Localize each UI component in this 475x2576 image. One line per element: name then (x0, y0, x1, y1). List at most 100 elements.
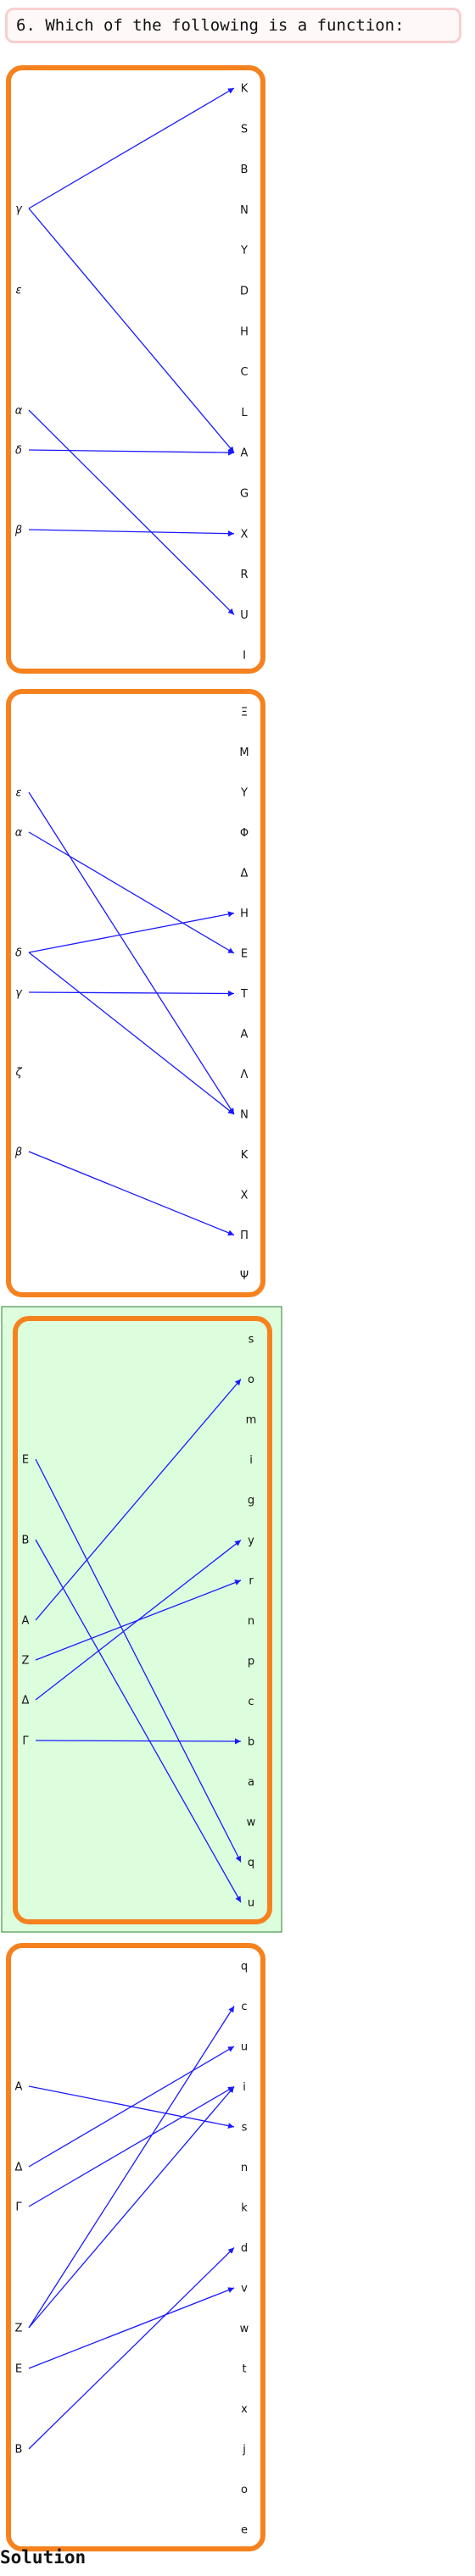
diagram-frame (13, 1316, 272, 1924)
mapping-arrow (28, 87, 235, 209)
mapping-arrow (35, 1539, 242, 1701)
codomain-label: Δ (241, 868, 249, 880)
codomain-label: E (241, 948, 248, 961)
mapping-arrow (28, 449, 235, 456)
codomain-label: d (241, 2242, 248, 2255)
codomain-label: T (240, 988, 248, 1001)
mapping-diagram-4: A Δ Γ Z E Bq c u i s n k d v w t x j o e (6, 1943, 265, 2551)
codomain-label: D (240, 286, 249, 298)
mapping-arrow (35, 1379, 242, 1621)
domain-label: A (15, 2081, 23, 2094)
codomain-label: o (248, 1374, 254, 1386)
codomain-label: B (241, 164, 249, 176)
mapping-arrow (28, 409, 235, 615)
domain-label: α (15, 827, 23, 840)
mapping-arrow (28, 2086, 235, 2329)
codomain-label: U (240, 609, 249, 622)
mapping-arrow (28, 2006, 235, 2329)
mapping-arrow (28, 2085, 235, 2207)
domain-label: γ (15, 987, 23, 1000)
question-prompt: 6. Which of the following is a function: (5, 8, 461, 43)
domain-label: γ (15, 203, 23, 216)
codomain-label: I (243, 650, 246, 663)
codomain-label: x (241, 2403, 248, 2416)
codomain-label: u (248, 1897, 254, 1910)
mapping-arrow (35, 1738, 242, 1745)
codomain-label: A (241, 447, 249, 460)
codomain-label: n (248, 1615, 254, 1628)
codomain-label: y (248, 1535, 254, 1547)
mapping-arrow (28, 911, 235, 953)
question-text: 6. Which of the following is a function: (16, 16, 405, 35)
codomain-label: g (248, 1495, 254, 1507)
codomain-label: Λ (241, 1069, 249, 1081)
codomain-label: K (241, 1149, 249, 1162)
codomain-label: Y (240, 245, 248, 258)
codomain-label: Π (240, 1230, 249, 1242)
codomain-label: N (240, 1109, 249, 1122)
codomain-label: n (241, 2162, 248, 2174)
codomain-label: c (248, 1696, 254, 1708)
mapping-arrow (28, 2046, 235, 2168)
domain-label: β (14, 1146, 22, 1159)
mapping-arrow (28, 529, 235, 537)
codomain-label: C (240, 366, 248, 379)
domain-label: Δ (22, 1695, 30, 1707)
codomain-label: i (249, 1454, 253, 1467)
diagram-frame (6, 65, 265, 674)
codomain-label: N (240, 204, 249, 217)
codomain-label: s (249, 1334, 254, 1346)
domain-label: ζ (14, 1067, 22, 1080)
codomain-label: e (241, 2524, 248, 2537)
codomain-label: p (248, 1656, 254, 1668)
mapping-arrow (35, 1458, 242, 1863)
codomain-label: H (240, 908, 249, 920)
codomain-label: H (240, 325, 249, 338)
mapping-arrow (28, 208, 235, 453)
domain-label: δ (15, 445, 22, 458)
mapping-diagram-3: E B A Z Δ Γs o m i g y r n p c b a w q u (1, 1306, 282, 1933)
codomain-label: w (240, 2323, 249, 2335)
codomain-label: q (241, 1961, 248, 1974)
codomain-label: X (241, 1190, 249, 1202)
codomain-label: L (241, 407, 248, 419)
mapping-diagram-1: γ ε α δ β K S B N Y D H C L A G X R U I (6, 65, 265, 674)
domain-label: Z (22, 1655, 30, 1668)
codomain-label: q (248, 1857, 254, 1869)
mapping-arrow (28, 2247, 235, 2450)
codomain-label: i (243, 2081, 246, 2094)
solution-heading: Solution (0, 2547, 87, 2568)
domain-label: B (15, 2444, 23, 2457)
codomain-label: X (241, 528, 249, 541)
domain-label: E (15, 2363, 22, 2376)
mapping-arrow (28, 1151, 235, 1236)
codomain-label: j (242, 2444, 246, 2457)
codomain-label: S (241, 123, 248, 136)
mapping-arrow (28, 2287, 235, 2369)
domain-label: β (14, 525, 22, 537)
codomain-label: b (248, 1736, 254, 1749)
codomain-label: w (247, 1817, 256, 1829)
codomain-label: s (242, 2122, 248, 2135)
domain-label: E (22, 1454, 29, 1467)
codomain-label: r (249, 1575, 254, 1588)
domain-label: Z (15, 2323, 23, 2335)
mapping-arrow (28, 791, 235, 1115)
domain-label: ε (15, 285, 21, 297)
codomain-label: Υ (240, 787, 248, 800)
codomain-label: k (241, 2202, 248, 2215)
codomain-label: Ξ (241, 707, 248, 719)
codomain-label: c (241, 2001, 247, 2013)
codomain-label: o (241, 2484, 248, 2496)
codomain-label: K (241, 83, 249, 96)
mapping-arrow (35, 1539, 242, 1903)
codomain-label: v (241, 2283, 248, 2296)
codomain-label: M (239, 747, 249, 759)
codomain-label: u (241, 2041, 248, 2054)
mapping-arrow (28, 831, 235, 954)
mapping-arrow (28, 990, 235, 997)
codomain-label: t (242, 2363, 246, 2376)
codomain-label: R (240, 569, 248, 581)
